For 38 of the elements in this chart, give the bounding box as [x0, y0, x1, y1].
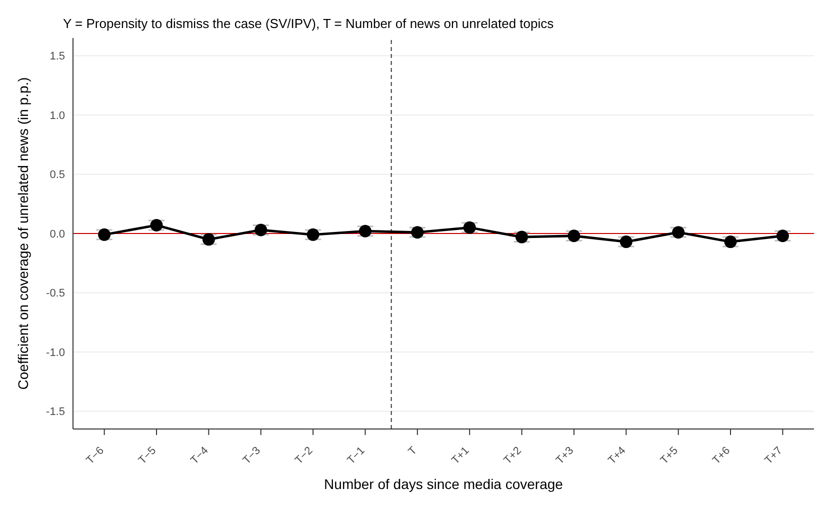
- point: [776, 230, 789, 242]
- x-axis-title: Number of days since media coverage: [324, 476, 564, 492]
- chart-title: Y = Propensity to dismiss the case (SV/IPV), T = Number of news on unrelated topics: [63, 16, 554, 31]
- x-tick-label: T+6: [710, 444, 733, 467]
- x-tick-label: T−1: [345, 444, 368, 467]
- y-tick-label: -1.5: [46, 406, 65, 418]
- x-tick-label: T−5: [136, 444, 159, 467]
- point: [254, 224, 268, 236]
- point: [620, 236, 632, 248]
- x-tick-label: T−4: [188, 444, 211, 467]
- y-tick-label: -1.0: [46, 346, 65, 359]
- x-tick-label: T−3: [240, 444, 263, 467]
- x-tick-label: T+2: [502, 444, 524, 467]
- x-tick-label: T+5: [658, 444, 680, 467]
- point: [358, 224, 372, 238]
- point: [463, 221, 476, 234]
- x-tick-label: T−2: [293, 444, 316, 467]
- y-tick-label: 1.0: [50, 110, 65, 122]
- point: [568, 230, 580, 242]
- point: [306, 228, 320, 241]
- y-tick-label: 0.5: [50, 169, 65, 182]
- point: [516, 230, 528, 244]
- x-tick-label: T+7: [762, 444, 785, 467]
- y-tick-label: 0.0: [50, 228, 65, 240]
- x-tick-label: T+3: [554, 444, 576, 467]
- y-axis-title: Coefficient on coverage of unrelated news (in p.p.): [14, 77, 31, 390]
- point: [202, 233, 215, 246]
- y-tick-label: 1.5: [50, 50, 65, 63]
- y-tick-label: -0.5: [46, 288, 65, 300]
- point: [98, 228, 111, 241]
- point: [411, 226, 424, 239]
- point: [672, 226, 685, 239]
- point: [150, 218, 163, 232]
- point: [724, 236, 737, 248]
- x-tick-label: T−6: [84, 444, 106, 467]
- x-tick-label: T: [406, 444, 420, 458]
- x-tick-label: T+1: [450, 444, 472, 467]
- x-tick-label: T+4: [606, 444, 628, 467]
